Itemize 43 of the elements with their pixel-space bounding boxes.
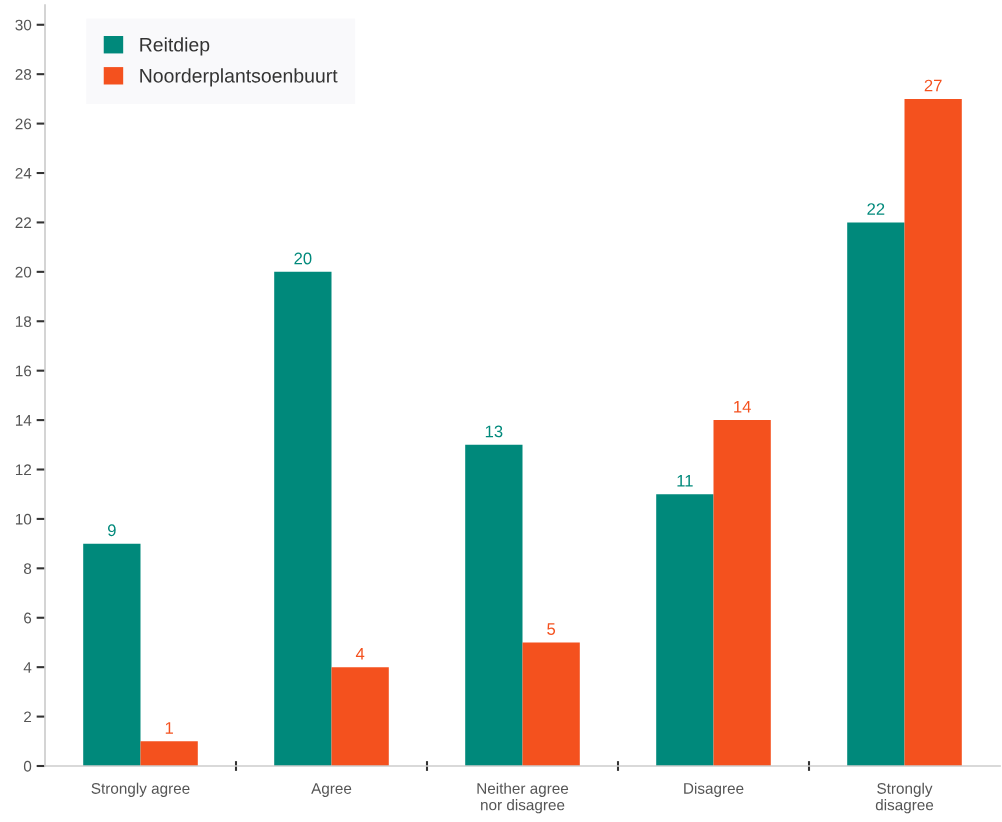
data-label: 4 [355,648,365,660]
legend-label: Reitdiep [140,37,210,56]
data-label: 9 [108,524,116,537]
y-tick-label: 4 [23,662,32,673]
bar [847,222,905,766]
x-tick-label: Disagree [684,782,744,797]
bar [465,444,523,766]
y-tick-label: 26 [15,118,32,130]
bar [274,271,332,766]
legend-label: Noorderplantsoenbuurt [140,68,338,87]
data-label: 13 [485,425,503,438]
bar [904,98,962,766]
bar [83,543,141,766]
x-tick-label: Strongly agree [91,782,190,797]
bar [522,642,580,766]
data-label: 1 [165,722,173,734]
y-tick-label: 18 [15,316,32,327]
data-label: 11 [677,475,693,487]
y-tick-label: 6 [24,612,32,624]
x-tick-label: Neither agree nor disagree [477,782,569,814]
x-tick-label: Agree [311,783,352,797]
y-tick-label: 10 [15,513,32,525]
bar [140,741,198,766]
bar [713,420,771,766]
data-label: 27 [924,79,942,92]
y-tick-label: 16 [15,365,32,377]
x-tick-label: Strongly disagree [875,782,934,814]
y-tick-label: 12 [15,464,32,476]
data-label: 14 [734,401,751,413]
bar [656,494,714,766]
y-tick-label: 2 [24,711,32,723]
y-tick-label: 22 [15,217,32,228]
data-label: 20 [294,252,312,265]
y-tick-label: 14 [15,415,32,426]
y-tick-label: 20 [15,266,32,278]
data-label: 22 [867,203,885,215]
data-label: 5 [547,623,556,635]
y-tick-label: 8 [23,563,32,575]
bar [331,667,389,766]
y-tick-label: 30 [15,19,32,31]
y-tick-label: 28 [15,69,32,80]
y-tick-label: 24 [15,167,32,179]
y-tick-label: 0 [23,760,32,772]
